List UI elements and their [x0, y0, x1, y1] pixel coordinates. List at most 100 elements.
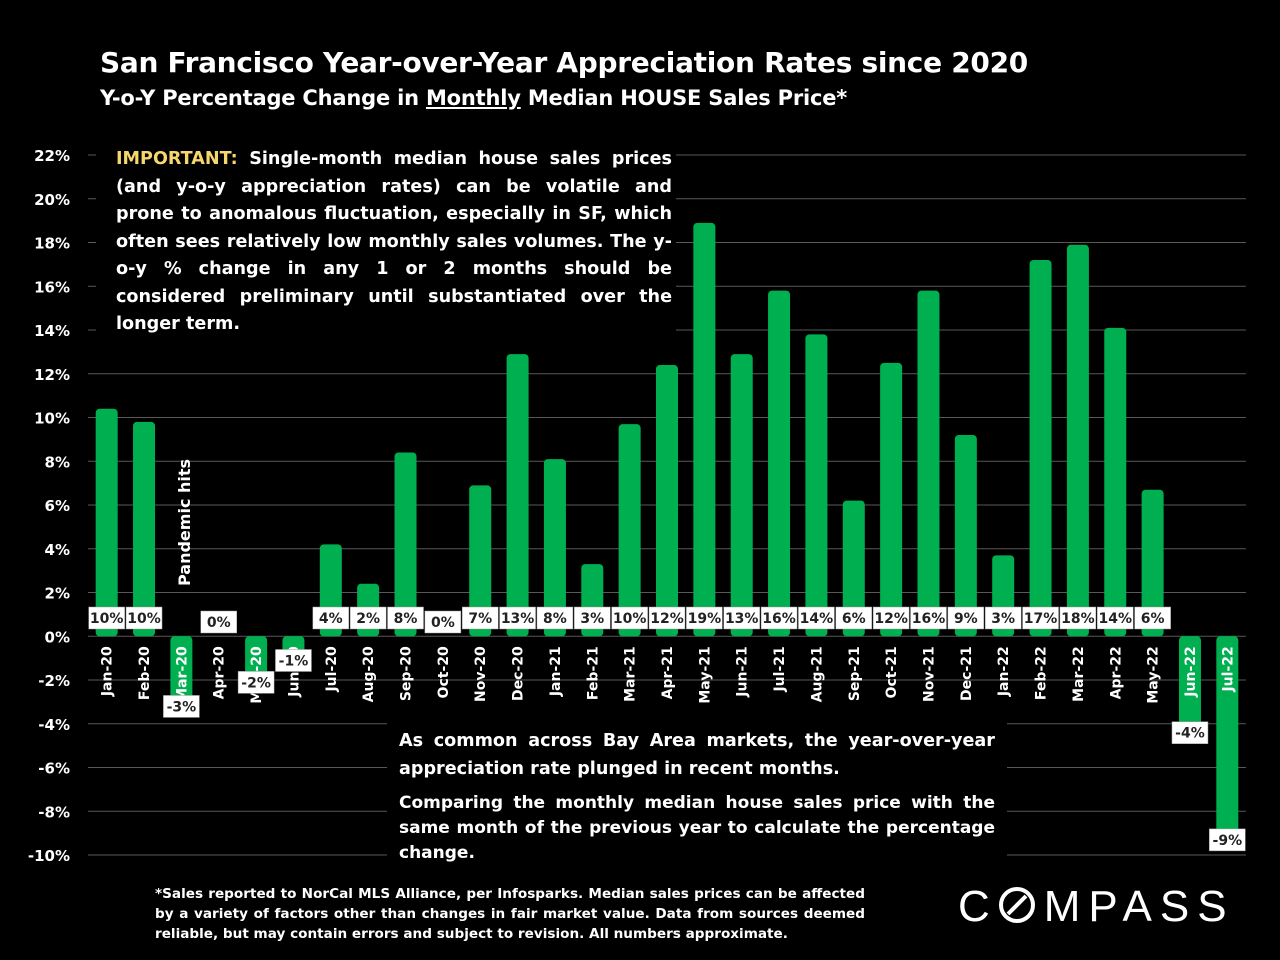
bar: [768, 290, 791, 637]
y-tick-label: 4%: [45, 541, 70, 559]
x-tick-label: May-21: [697, 646, 713, 703]
x-tick-label: Jul-22: [1220, 646, 1236, 692]
bar: [880, 362, 903, 637]
x-tick-label: Sep-21: [847, 646, 863, 701]
data-label: 8%: [394, 611, 418, 627]
data-label: 3%: [991, 611, 1015, 627]
data-label: 17%: [1024, 611, 1058, 627]
data-label-box: [237, 671, 275, 694]
x-tick-label: Jan-20: [100, 646, 116, 697]
data-label-box: [1097, 606, 1134, 630]
bar: [543, 459, 566, 637]
compass-logo: C MPASS: [958, 882, 1235, 931]
important-label: IMPORTANT:: [116, 149, 238, 169]
bar: [917, 290, 940, 637]
data-label-box: [387, 606, 424, 630]
data-label: 8%: [543, 611, 567, 627]
compass-o-icon: [998, 887, 1035, 923]
x-tick-label: Sep-20: [399, 646, 415, 701]
data-label-box: [872, 606, 910, 630]
y-tick-label: 10%: [34, 410, 70, 428]
method-text: Comparing the monthly median house sales…: [399, 793, 995, 863]
data-label: -9%: [1213, 833, 1243, 849]
y-tick-label: -10%: [28, 847, 70, 865]
x-tick-label: Mar-20: [174, 646, 190, 702]
bar: [842, 500, 865, 637]
bar: [1216, 636, 1239, 842]
x-tick-label: Feb-21: [585, 646, 601, 700]
data-label-box: [424, 610, 462, 634]
y-tick-label: 0%: [45, 628, 70, 646]
pandemic-annotation: Pandemic hits: [175, 459, 194, 586]
x-tick-label: Mar-22: [1071, 646, 1087, 702]
data-label-box: [910, 606, 947, 630]
data-label-box: [574, 606, 611, 630]
data-label-box: [1134, 606, 1171, 630]
x-tick-label: Dec-20: [511, 646, 527, 701]
important-text: Single-month median house sales prices (…: [116, 149, 672, 334]
bar: [1104, 327, 1127, 637]
data-label-box: [1171, 721, 1209, 744]
bar: [1029, 260, 1052, 637]
data-label-box: [499, 606, 536, 630]
data-label: 19%: [688, 611, 722, 627]
plunge-annotation: As common across Bay Area markets, the y…: [387, 718, 1007, 876]
y-tick-label: 8%: [45, 453, 70, 471]
y-tick-label: -2%: [38, 672, 70, 690]
data-label-box: [349, 606, 387, 630]
x-tick-label: Aug-21: [809, 646, 825, 702]
data-label-box: [1022, 606, 1059, 630]
data-label: 9%: [954, 611, 978, 627]
plunge-text: As common across Bay Area markets, the y…: [399, 731, 995, 779]
x-tick-label: Apr-21: [660, 646, 676, 699]
data-label: 12%: [874, 611, 908, 627]
x-tick-label: Aug-20: [361, 646, 377, 702]
bar: [469, 485, 492, 637]
bar: [730, 354, 753, 637]
data-label-box: [760, 606, 798, 630]
x-tick-label: Jun-22: [1183, 646, 1199, 697]
data-label-box: [200, 610, 237, 634]
data-label: 18%: [1061, 611, 1095, 627]
bar: [506, 354, 529, 637]
data-label: 6%: [1141, 611, 1165, 627]
y-tick-label: -4%: [38, 716, 70, 734]
x-tick-label: Jan-21: [548, 646, 564, 697]
data-label: 14%: [1099, 611, 1133, 627]
data-label: 3%: [580, 611, 604, 627]
subtitle-part: Median HOUSE Sales Price*: [520, 86, 848, 110]
x-tick-label: Nov-21: [921, 646, 937, 702]
subtitle-underlined: Monthly: [425, 86, 521, 110]
x-tick-label: Dec-21: [959, 646, 975, 701]
data-label: 10%: [90, 611, 124, 627]
data-label: 16%: [762, 611, 796, 627]
data-label-box: [611, 606, 648, 630]
data-label: 13%: [501, 611, 535, 627]
y-tick-label: -8%: [38, 803, 70, 821]
bar: [394, 452, 417, 637]
data-label: 13%: [725, 611, 759, 627]
x-tick-label: Jun-21: [735, 646, 751, 697]
data-label: 12%: [650, 611, 684, 627]
data-label-box: [798, 606, 835, 630]
data-label-box: [461, 606, 499, 630]
data-label-box: [536, 606, 574, 630]
bar: [618, 424, 641, 637]
bar: [1066, 244, 1089, 637]
bar: [133, 421, 156, 637]
x-tick-label: Jul-21: [772, 646, 788, 692]
data-label-box: [686, 606, 723, 630]
y-tick-label: 12%: [34, 366, 70, 384]
data-label-box: [984, 606, 1022, 630]
data-label: 6%: [842, 611, 866, 627]
y-tick-label: -6%: [38, 760, 70, 778]
data-label-box: [1209, 828, 1246, 852]
y-tick-label: 2%: [45, 585, 70, 603]
y-tick-label: 22%: [34, 147, 70, 165]
data-label: 7%: [468, 611, 492, 627]
x-tick-label: Jan-22: [996, 646, 1012, 697]
bar: [693, 222, 716, 637]
x-tick-label: Apr-20: [212, 646, 228, 699]
data-label: -1%: [279, 654, 309, 670]
x-tick-label: Jul-20: [324, 646, 340, 693]
